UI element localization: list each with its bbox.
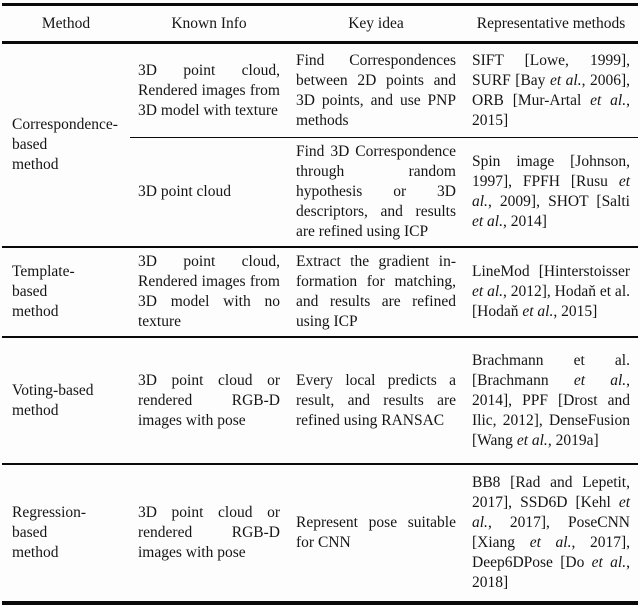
method-cell-voting: Voting-based method bbox=[2, 337, 130, 465]
method-cell-correspondence: Correspondence- based method bbox=[2, 42, 130, 248]
known-info-cell-regression: 3D point cloud or rendered RGB-D images … bbox=[130, 464, 288, 605]
col-header-method: Method bbox=[2, 4, 130, 44]
known-info-cell-voting: 3D point cloud or rendered RGB-D images … bbox=[130, 337, 288, 465]
col-header-key-idea: Key idea bbox=[288, 4, 464, 44]
representative-cell-correspondence-1: SIFT [Lowe, 1999], SURF [Bay et al., 200… bbox=[464, 42, 638, 138]
col-header-representative-methods: Representative methods bbox=[464, 4, 638, 44]
table-header-row: Method Known Info Key idea Representativ… bbox=[2, 4, 638, 44]
representative-cell-regression: BB8 [Rad and Lepetit, 2017], SSD6D [Kehl… bbox=[464, 464, 638, 605]
paper-table-page: Method Known Info Key idea Representativ… bbox=[0, 3, 640, 605]
representative-cell-voting: Brachmann et al. [Brachmann et al., 2014… bbox=[464, 337, 638, 465]
representative-cell-template: LineMod [Hinter­stoisser et al., 2012], … bbox=[464, 247, 638, 338]
method-cell-regression: Regression- based method bbox=[2, 464, 130, 605]
key-idea-cell-template: Extract the gradient in­formation for ma… bbox=[288, 247, 464, 338]
known-info-cell-correspondence-1: 3D point cloud, Rendered images from 3D … bbox=[130, 42, 288, 138]
known-info-cell-template: 3D point cloud, Rendered images from 3D … bbox=[130, 247, 288, 338]
known-info-cell-correspondence-2: 3D point cloud bbox=[130, 137, 288, 248]
representative-cell-correspondence-2: Spin image [Johnson, 1997], FPFH [Rusu e… bbox=[464, 137, 638, 248]
col-header-known-info: Known Info bbox=[130, 4, 288, 44]
row-regression: Regression- based method 3D point cloud … bbox=[2, 464, 638, 605]
key-idea-cell-correspondence-2: Find 3D Correspon­dence through random h… bbox=[288, 137, 464, 248]
row-template: Template- based method 3D point cloud, R… bbox=[2, 247, 638, 338]
key-idea-cell-regression: Represent pose suitable for CNN bbox=[288, 464, 464, 605]
row-correspondence-sub2: 3D point cloud Find 3D Correspon­dence t… bbox=[2, 137, 638, 248]
key-idea-cell-correspondence-1: Find Correspondences between 2D points a… bbox=[288, 42, 464, 138]
row-voting: Voting-based method 3D point cloud or re… bbox=[2, 337, 638, 465]
methods-table: Method Known Info Key idea Representativ… bbox=[2, 3, 638, 605]
row-correspondence-sub1: Correspondence- based method 3D point cl… bbox=[2, 42, 638, 248]
method-cell-template: Template- based method bbox=[2, 247, 130, 338]
key-idea-cell-voting: Every local predicts a result, and resul… bbox=[288, 337, 464, 465]
